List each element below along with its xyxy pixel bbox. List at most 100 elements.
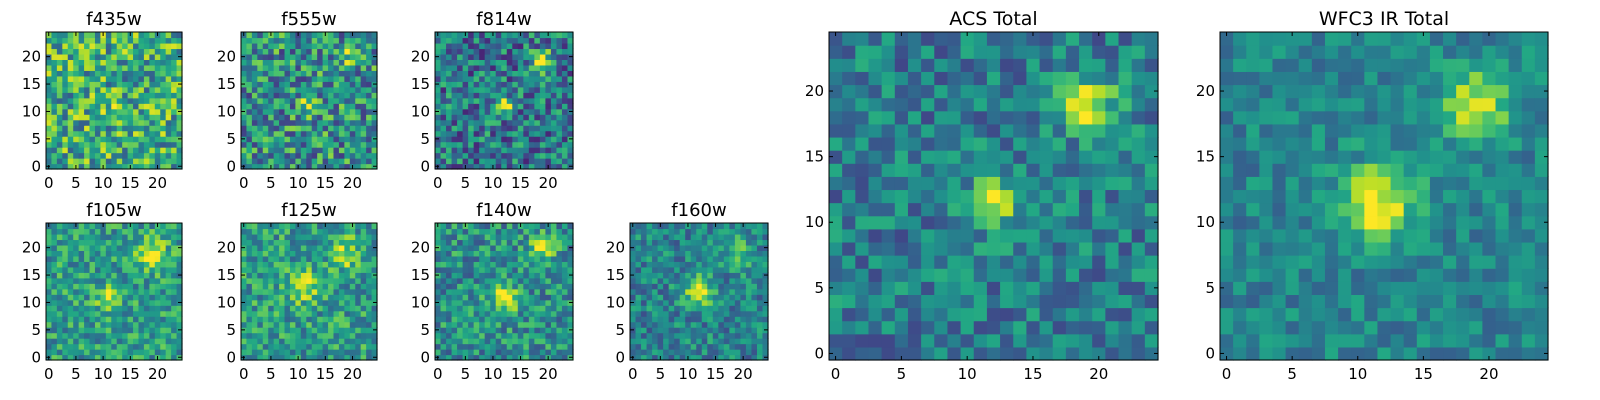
heatmap-cell xyxy=(279,233,286,241)
heatmap-cell xyxy=(176,321,183,328)
heatmap-cell xyxy=(89,321,96,328)
heatmap-cell xyxy=(523,310,530,317)
heatmap-cell xyxy=(94,305,101,312)
heatmap-cell xyxy=(556,354,563,361)
heatmap-cell xyxy=(67,141,74,148)
heatmap-cell xyxy=(84,349,91,356)
heatmap-cell xyxy=(921,176,935,191)
heatmap-cell xyxy=(723,239,730,246)
heatmap-cell xyxy=(517,136,524,143)
heatmap-cell xyxy=(127,86,134,93)
heatmap-cell xyxy=(355,261,362,268)
heatmap-cell xyxy=(111,147,118,154)
heatmap-cell xyxy=(435,70,442,77)
heatmap-cell xyxy=(723,283,730,290)
heatmap-cell xyxy=(756,343,764,350)
heatmap-cell xyxy=(56,97,63,104)
heatmap-cell xyxy=(934,189,949,204)
heatmap-cell xyxy=(62,310,69,317)
heatmap-cell xyxy=(328,321,335,328)
heatmap-cell xyxy=(284,152,291,159)
heatmap-cell xyxy=(440,244,447,251)
heatmap-cell xyxy=(371,97,378,104)
heatmap-cell xyxy=(171,272,178,279)
heatmap-cell xyxy=(652,283,659,290)
heatmap-cell xyxy=(138,327,145,334)
heatmap-cell xyxy=(468,108,475,115)
x-tick-label: 15 xyxy=(316,174,335,192)
heatmap-cell xyxy=(160,354,167,361)
heatmap-cell xyxy=(556,32,563,39)
heatmap-cell xyxy=(986,294,1001,309)
heatmap-cell xyxy=(241,152,248,159)
heatmap-cell xyxy=(317,255,324,262)
heatmap-cell xyxy=(473,338,480,345)
heatmap-cell xyxy=(165,223,172,230)
heatmap-cell xyxy=(143,250,150,257)
heatmap-cell xyxy=(690,349,697,356)
heatmap-cell xyxy=(723,288,730,295)
heatmap-cell xyxy=(300,239,307,246)
heatmap-cell xyxy=(67,42,74,50)
heatmap-cell xyxy=(355,42,362,50)
heatmap-cell xyxy=(1079,228,1093,243)
heatmap-cell xyxy=(262,310,269,317)
heatmap-cell xyxy=(556,338,563,345)
heatmap-cell xyxy=(317,272,324,279)
heatmap-cell xyxy=(349,75,356,82)
heatmap-cell xyxy=(78,59,85,66)
heatmap-cell xyxy=(751,266,758,273)
heatmap-cell xyxy=(435,59,442,66)
heatmap-cell xyxy=(344,332,351,339)
heatmap-cell xyxy=(251,250,258,257)
heatmap-cell xyxy=(545,147,552,154)
heatmap-cell xyxy=(306,244,313,251)
heatmap-cell xyxy=(371,305,378,312)
y-tick-label: 0 xyxy=(420,157,430,175)
heatmap-cell xyxy=(105,332,112,339)
heatmap-cell xyxy=(289,305,296,312)
heatmap-cell xyxy=(842,215,856,230)
heatmap-cell xyxy=(279,53,286,60)
heatmap-cell xyxy=(495,37,502,44)
heatmap-cell xyxy=(149,288,156,295)
heatmap-cell xyxy=(176,266,183,273)
heatmap-cell xyxy=(262,125,269,132)
heatmap-cell xyxy=(740,316,747,323)
heatmap-cell xyxy=(506,141,513,148)
heatmap-cell xyxy=(176,86,183,93)
heatmap-cell xyxy=(333,316,340,323)
heatmap-cell xyxy=(567,332,574,339)
heatmap-cell xyxy=(1026,268,1041,282)
heatmap-cell xyxy=(105,130,112,137)
heatmap-cell xyxy=(289,338,296,345)
heatmap-cell xyxy=(89,103,96,110)
heatmap-cell xyxy=(451,244,458,251)
heatmap-cell xyxy=(143,338,150,345)
heatmap-cell xyxy=(641,266,648,273)
heatmap-cell xyxy=(457,332,464,339)
heatmap-cell xyxy=(490,310,497,317)
heatmap-cell xyxy=(1092,255,1106,269)
heatmap-cell xyxy=(328,147,335,154)
heatmap-cell xyxy=(712,266,719,273)
heatmap-cell xyxy=(652,288,659,295)
heatmap-cell xyxy=(355,125,362,132)
heatmap-cell xyxy=(534,349,541,356)
heatmap-cell xyxy=(539,310,546,317)
heatmap-cell xyxy=(246,343,253,350)
heatmap-cell xyxy=(241,288,248,295)
heatmap-cell xyxy=(322,294,329,301)
heatmap-cell xyxy=(51,223,58,230)
heatmap-cell xyxy=(273,255,280,262)
heatmap-cell xyxy=(528,261,535,268)
heatmap-cell xyxy=(528,310,535,317)
heatmap-cell xyxy=(171,53,178,60)
heatmap-cell xyxy=(451,288,458,295)
heatmap-cell xyxy=(366,103,373,110)
heatmap-cell xyxy=(947,176,962,191)
heatmap-cell xyxy=(133,48,140,55)
heatmap-cell xyxy=(257,37,264,44)
heatmap-cell xyxy=(512,97,519,104)
heatmap-cell xyxy=(468,223,475,230)
